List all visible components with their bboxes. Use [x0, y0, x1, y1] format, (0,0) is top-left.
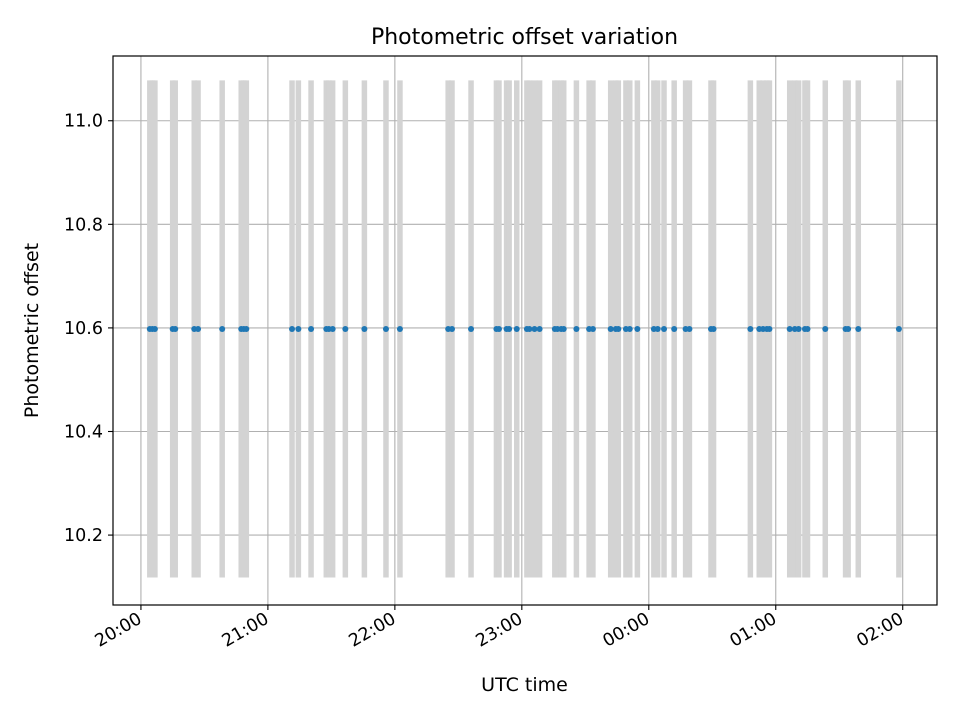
- data-point: [396, 325, 403, 332]
- data-point: [855, 325, 862, 332]
- data-point: [626, 325, 633, 332]
- data-point: [195, 325, 202, 332]
- y-tick-label: 10.6: [64, 319, 103, 339]
- data-point: [786, 325, 793, 332]
- data-point: [151, 325, 158, 332]
- data-point: [661, 325, 668, 332]
- data-point: [804, 325, 811, 332]
- data-point: [289, 325, 296, 332]
- plot-frame: [112, 55, 938, 606]
- data-point: [526, 325, 533, 332]
- data-point: [448, 325, 455, 332]
- y-axis-label: Photometric offset: [21, 243, 43, 418]
- data-point: [845, 325, 852, 332]
- data-point: [795, 325, 802, 332]
- data-point: [822, 325, 829, 332]
- data-point: [495, 325, 502, 332]
- data-point: [172, 325, 179, 332]
- chart-title: Photometric offset variation: [371, 25, 678, 50]
- data-point: [573, 325, 580, 332]
- data-point: [506, 325, 513, 332]
- data-point: [361, 325, 368, 332]
- data-point: [607, 325, 614, 332]
- data-point: [710, 325, 717, 332]
- data-point: [560, 325, 567, 332]
- y-axis-ticks: 10.2 10.4 10.6 10.8 11.0: [64, 112, 113, 546]
- data-point: [219, 325, 226, 332]
- data-point: [615, 325, 622, 332]
- data-point: [342, 325, 349, 332]
- data-point: [382, 325, 389, 332]
- data-point: [766, 325, 773, 332]
- data-point: [589, 325, 596, 332]
- y-tick-label: 11.0: [64, 112, 103, 132]
- y-tick-label: 10.8: [64, 215, 103, 235]
- data-point: [531, 325, 538, 332]
- data-point: [747, 325, 754, 332]
- x-axis-label: UTC time: [481, 674, 568, 696]
- data-point: [654, 325, 661, 332]
- data-point: [513, 325, 520, 332]
- data-point: [243, 325, 250, 332]
- y-tick-label: 10.2: [64, 526, 103, 546]
- data-point: [895, 325, 902, 332]
- y-tick-label: 10.4: [64, 422, 103, 442]
- data-point: [634, 325, 641, 332]
- data-point: [308, 325, 315, 332]
- data-point: [671, 325, 678, 332]
- data-point: [468, 325, 475, 332]
- data-point: [686, 325, 693, 332]
- data-point: [295, 325, 302, 332]
- data-points: [146, 325, 902, 332]
- data-point: [329, 325, 336, 332]
- data-point: [536, 325, 543, 332]
